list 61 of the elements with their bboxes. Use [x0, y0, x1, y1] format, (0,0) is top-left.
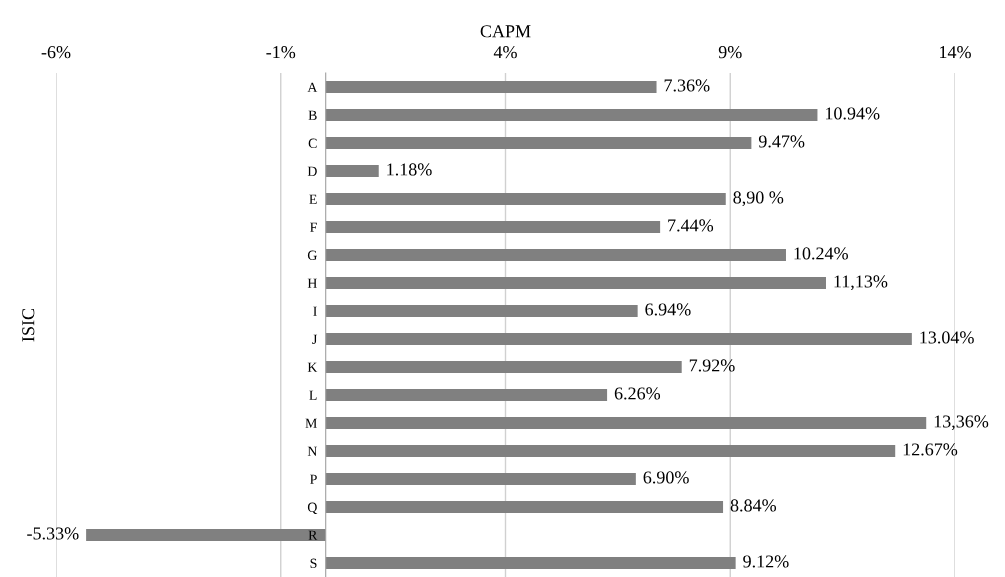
y-tick-label: N: [307, 446, 318, 456]
bar: [325, 417, 927, 429]
x-tick-label: 14%: [940, 46, 971, 59]
x-axis-title: CAPM: [480, 25, 531, 38]
data-label: -5.33%: [27, 527, 79, 540]
data-label: 12.67%: [903, 443, 958, 456]
bar: [325, 193, 726, 205]
x-tick-label: -6%: [41, 46, 71, 59]
data-label: 6.26%: [614, 387, 661, 400]
y-tick-label: D: [307, 166, 317, 176]
data-label: 6.94%: [645, 303, 691, 316]
bar: [325, 361, 682, 373]
data-label: 7.44%: [668, 219, 714, 232]
data-label: 7.92%: [689, 359, 735, 372]
data-label: 11,13%: [834, 275, 888, 291]
data-label: 13.04%: [920, 331, 974, 344]
y-tick-label: Q: [307, 502, 318, 515]
y-tick-label: K: [307, 362, 318, 372]
bar: [325, 333, 912, 345]
data-label: 9.47%: [758, 135, 805, 148]
bar: [325, 277, 826, 289]
x-tick-label: 4%: [493, 46, 517, 59]
bar: [325, 389, 608, 401]
bar: [325, 305, 638, 317]
data-label: 1.18%: [387, 163, 432, 176]
data-label: 8.84%: [730, 499, 777, 512]
y-tick-label: G: [307, 250, 317, 260]
data-label: 10.94%: [825, 107, 880, 120]
y-tick-label: L: [309, 390, 317, 400]
x-tick-label: 9%: [718, 46, 742, 59]
bar: [325, 501, 724, 513]
bar: [86, 529, 326, 541]
y-tick-label: E: [309, 194, 317, 204]
y-tick-label: R: [308, 530, 318, 540]
data-label: 10.24%: [794, 247, 848, 260]
x-tick-label: -1%: [266, 46, 296, 59]
data-label: 6.90%: [643, 471, 689, 484]
y-axis-title: ISIC: [22, 308, 35, 342]
bar: [325, 165, 379, 177]
bar: [325, 109, 818, 121]
bar: [325, 473, 636, 485]
y-tick-label: J: [312, 334, 318, 344]
y-tick-label: F: [310, 222, 317, 232]
y-tick-label: I: [313, 306, 317, 316]
bar: [325, 557, 736, 569]
bar: [325, 221, 661, 233]
y-tick-label: H: [307, 278, 317, 288]
y-tick-label: S: [310, 558, 317, 568]
y-tick-label: C: [308, 138, 317, 148]
data-label: 9.12%: [743, 555, 789, 568]
bar: [325, 137, 752, 149]
data-label: 13,36%: [934, 415, 989, 431]
data-label: 7.36%: [664, 79, 710, 92]
y-tick-label: A: [307, 82, 318, 92]
data-label: 8,90 %: [733, 191, 784, 207]
y-tick-label: P: [310, 474, 317, 484]
bar: [325, 249, 786, 261]
y-tick-label: B: [308, 110, 317, 120]
bar: [325, 445, 896, 457]
bar: [325, 81, 657, 93]
y-tick-label: M: [305, 418, 317, 428]
